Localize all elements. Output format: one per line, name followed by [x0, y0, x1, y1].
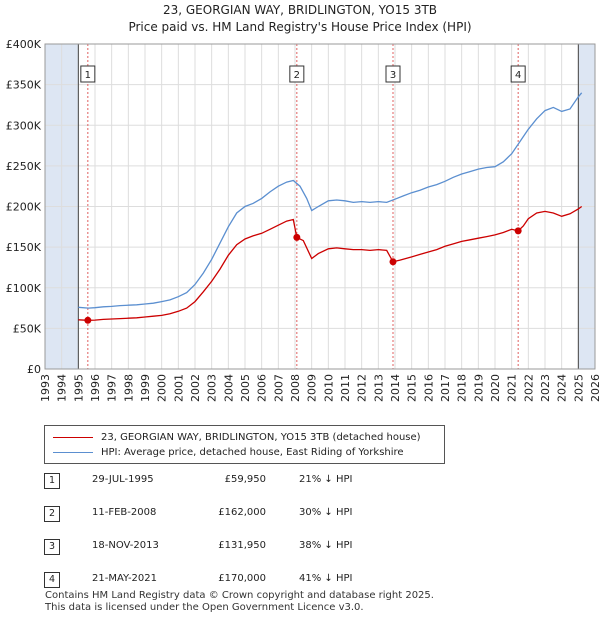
y-tick-label: £300K	[6, 119, 42, 132]
hpi-line	[78, 92, 583, 309]
legend: 23, GEORGIAN WAY, BRIDLINGTON, YO15 3TB …	[44, 425, 445, 464]
x-tick-label: 1999	[139, 374, 152, 402]
x-tick-label: 2026	[589, 374, 600, 402]
legend-item-hpi: HPI: Average price, detached house, East…	[53, 445, 404, 459]
sale-date: 21-MAY-2021	[92, 573, 158, 584]
sale-row: 4 21-MAY-2021 £170,000 41% ↓ HPI	[44, 572, 464, 588]
sale-point	[84, 316, 92, 324]
sale-date: 29-JUL-1995	[92, 474, 154, 485]
x-tick-label: 1996	[89, 374, 102, 402]
x-tick-label: 2001	[172, 374, 185, 402]
sale-number-badge: 3	[44, 539, 60, 555]
sale-hpi-diff: 41% ↓ HPI	[299, 573, 353, 584]
x-tick-label: 2018	[456, 374, 469, 402]
sale-label-number: 4	[515, 70, 521, 81]
x-tick-label: 2009	[306, 374, 319, 402]
x-tick-label: 2008	[289, 374, 302, 402]
sale-label-box	[289, 65, 305, 83]
sale-row: 1 29-JUL-1995 £59,950 21% ↓ HPI	[44, 473, 464, 489]
sale-row: 3 18-NOV-2013 £131,950 38% ↓ HPI	[44, 539, 464, 555]
sale-price: £162,000	[218, 507, 266, 518]
x-tick-label: 2013	[372, 374, 385, 402]
sale-row: 2 11-FEB-2008 £162,000 30% ↓ HPI	[44, 506, 464, 522]
x-tick-label: 1997	[106, 374, 119, 402]
x-tick-label: 2023	[539, 374, 552, 402]
x-tick-label: 2011	[339, 374, 352, 402]
sale-label-box	[385, 65, 401, 83]
property-price-line	[78, 205, 583, 321]
y-tick-label: £350K	[6, 79, 42, 92]
y-tick-label: £50K	[13, 322, 42, 335]
sale-label-number: 2	[294, 70, 300, 81]
y-tick-label: £200K	[6, 201, 42, 214]
x-tick-label: 2000	[156, 374, 169, 402]
legend-swatch-property	[53, 436, 93, 438]
sale-hpi-diff: 21% ↓ HPI	[299, 474, 353, 485]
footer-licence: This data is licensed under the Open Gov…	[45, 602, 364, 613]
sale-label-number: 3	[390, 70, 396, 81]
sale-point	[514, 227, 522, 235]
sale-price: £59,950	[224, 474, 266, 485]
chart-title-address: 23, GEORGIAN WAY, BRIDLINGTON, YO15 3TB	[162, 3, 438, 17]
x-tick-label: 1998	[122, 374, 135, 402]
sale-date: 18-NOV-2013	[92, 540, 159, 551]
x-tick-label: 1995	[72, 374, 85, 402]
legend-swatch-hpi	[53, 451, 93, 453]
sale-label-box	[80, 65, 96, 83]
sale-hpi-diff: 38% ↓ HPI	[299, 540, 353, 551]
sale-number-badge: 2	[44, 506, 60, 522]
sale-label-box	[510, 65, 526, 83]
x-tick-label: 2016	[422, 374, 435, 402]
x-tick-label: 2024	[556, 374, 569, 402]
legend-item-property: 23, GEORGIAN WAY, BRIDLINGTON, YO15 3TB …	[53, 430, 421, 444]
y-tick-label: £250K	[6, 160, 42, 173]
x-tick-label: 1993	[39, 374, 52, 402]
y-tick-label: £150K	[6, 241, 42, 254]
y-tick-label: £400K	[6, 38, 42, 51]
x-tick-label: 2012	[356, 374, 369, 402]
sale-point	[293, 233, 301, 241]
sale-price: £131,950	[218, 540, 266, 551]
chart-subtitle: Price paid vs. HM Land Registry's House …	[128, 20, 472, 34]
sale-number-badge: 1	[44, 473, 60, 489]
y-tick-label: £100K	[6, 282, 42, 295]
footer-credits: Contains HM Land Registry data © Crown c…	[45, 590, 434, 614]
sale-number-badge: 4	[44, 572, 60, 588]
sale-price: £170,000	[218, 573, 266, 584]
x-tick-label: 2021	[506, 374, 519, 402]
y-tick-label: £0	[27, 363, 41, 376]
x-tick-label: 1994	[56, 374, 69, 402]
x-tick-label: 2005	[239, 374, 252, 402]
x-tick-label: 2003	[206, 374, 219, 402]
sale-hpi-diff: 30% ↓ HPI	[299, 507, 353, 518]
price-chart: 1 2 3 4 £0 £50K £100K £150K £200K £250K £300K £350…	[6, 38, 600, 402]
x-tick-label: 2020	[489, 374, 502, 402]
sale-point	[389, 258, 397, 266]
sale-label-number: 1	[85, 70, 91, 81]
x-tick-label: 2006	[256, 374, 269, 402]
x-tick-label: 2025	[572, 374, 585, 402]
x-tick-label: 2017	[439, 374, 452, 402]
x-tick-label: 2010	[322, 374, 335, 402]
x-tick-label: 2007	[272, 374, 285, 402]
x-tick-label: 2019	[472, 374, 485, 402]
legend-label-hpi: HPI: Average price, detached house, East…	[101, 446, 404, 458]
footer-copyright: Contains HM Land Registry data © Crown c…	[45, 590, 434, 601]
x-tick-label: 2004	[222, 374, 235, 402]
plot-frame	[44, 43, 596, 370]
x-tick-label: 2014	[389, 374, 402, 402]
x-tick-label: 2015	[406, 374, 419, 402]
legend-label-property: 23, GEORGIAN WAY, BRIDLINGTON, YO15 3TB …	[101, 431, 421, 443]
x-tick-label: 2002	[189, 374, 202, 402]
sale-date: 11-FEB-2008	[92, 507, 157, 518]
x-tick-label: 2022	[522, 374, 535, 402]
